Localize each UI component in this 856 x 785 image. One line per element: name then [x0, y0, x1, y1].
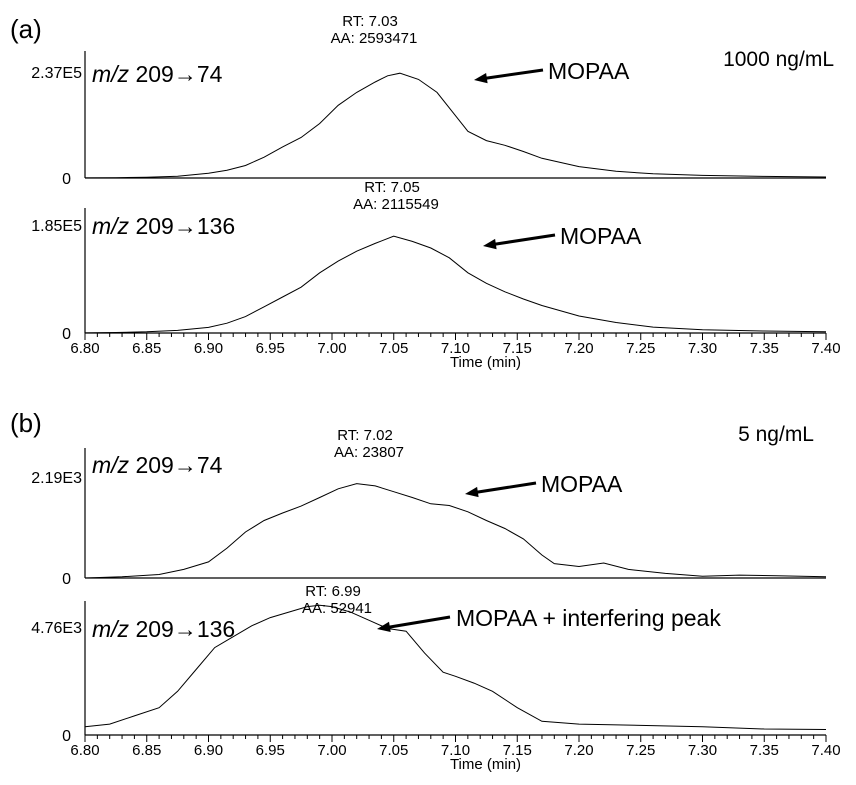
- arrow-shaft: [492, 233, 556, 246]
- x-tick-label: 7.20: [564, 742, 593, 759]
- x-tick-label: 6.80: [70, 742, 99, 759]
- compound-label: MOPAA: [560, 223, 642, 249]
- x-tick-label: 7.25: [626, 742, 655, 759]
- x-tick-label: 6.80: [70, 340, 99, 357]
- aa-label: AA: 52941: [302, 600, 372, 617]
- y-zero-label: 0: [62, 326, 71, 343]
- x-tick-label: 6.85: [132, 742, 161, 759]
- mz-prefix: m/z: [92, 452, 130, 478]
- x-tick-label: 6.85: [132, 340, 161, 357]
- aa-label: AA: 2593471: [331, 30, 418, 47]
- rt-label: RT: 7.03: [342, 13, 398, 30]
- rt-label: RT: 7.05: [364, 179, 420, 196]
- chromatogram-line: [84, 604, 827, 730]
- x-tick-label: 7.40: [811, 340, 840, 357]
- x-tick-label: 6.90: [194, 340, 223, 357]
- y-zero-label: 0: [62, 571, 71, 588]
- arrow-shaft: [483, 68, 544, 80]
- transition-label: m/z 209→136: [92, 213, 235, 239]
- mz-prefix: m/z: [92, 213, 130, 239]
- x-tick-label: 7.10: [441, 340, 470, 357]
- transition-label: m/z 209→74: [92, 452, 223, 478]
- x-tick-label: 7.30: [688, 340, 717, 357]
- arrow-head: [474, 73, 488, 84]
- panel-a-concentration: 1000 ng/mL: [723, 48, 834, 71]
- panel-b-label: (b): [10, 408, 42, 438]
- y-max-label: 4.76E3: [31, 620, 82, 637]
- arrow-shaft: [386, 615, 451, 629]
- arrow-head: [465, 486, 479, 498]
- x-tick-label: 6.90: [194, 742, 223, 759]
- y-zero-label: 0: [62, 728, 71, 745]
- transition-value: 209→74: [129, 452, 223, 478]
- x-tick-label: 7.15: [503, 742, 532, 759]
- transition-label: m/z 209→136: [92, 616, 235, 642]
- x-tick-label: 7.25: [626, 340, 655, 357]
- x-tick-label: 7.00: [317, 340, 346, 357]
- mz-prefix: m/z: [92, 61, 130, 87]
- transition-label: m/z 209→74: [92, 61, 223, 87]
- x-tick-label: 7.35: [750, 742, 779, 759]
- x-axis-label: Time (min): [450, 354, 521, 371]
- x-tick-label: 7.00: [317, 742, 346, 759]
- panel-b-concentration: 5 ng/mL: [738, 423, 814, 446]
- aa-label: AA: 23807: [334, 444, 404, 461]
- panel-a-label: (a): [10, 14, 42, 44]
- transition-value: 209→74: [129, 61, 223, 87]
- chromatogram-a-209-136: 1.85E5 0 m/z 209→136 6.80 6.85 6.90 6.95 7.00 7.…: [31, 179, 840, 371]
- arrow-head: [377, 621, 391, 632]
- compound-label: MOPAA + interfering peak: [456, 605, 721, 631]
- x-tick-label: 6.95: [256, 340, 285, 357]
- x-tick-label: 7.10: [441, 742, 470, 759]
- transition-value: 209→136: [129, 616, 235, 642]
- mz-prefix: m/z: [92, 616, 130, 642]
- y-max-label: 2.37E5: [31, 65, 82, 82]
- arrow-head: [483, 238, 497, 250]
- x-tick-label: 6.95: [256, 742, 285, 759]
- x-tick-label: 7.05: [379, 742, 408, 759]
- x-tick-label: 7.20: [564, 340, 593, 357]
- y-max-label: 2.19E3: [31, 470, 82, 487]
- chromatogram-line: [84, 483, 827, 579]
- y-max-label: 1.85E5: [31, 218, 82, 235]
- chromatogram-b-209-136: 4.76E3 0 m/z 209→136 6.80 6.85 6.90 6.95 7.00 7.…: [31, 583, 840, 773]
- aa-label: AA: 2115549: [353, 196, 439, 213]
- chromatogram-line: [84, 235, 827, 334]
- transition-value: 209→136: [129, 213, 235, 239]
- x-axis-label: Time (min): [450, 756, 521, 773]
- arrow-shaft: [474, 481, 537, 494]
- x-tick-label: 7.30: [688, 742, 717, 759]
- rt-label: RT: 6.99: [305, 583, 361, 600]
- x-tick-label: 7.05: [379, 340, 408, 357]
- compound-label: MOPAA: [541, 471, 623, 497]
- x-tick-label: 7.35: [750, 340, 779, 357]
- compound-label: MOPAA: [548, 58, 630, 84]
- x-tick-label: 7.15: [503, 340, 532, 357]
- y-zero-label: 0: [62, 171, 71, 188]
- chromatogram-line: [84, 72, 827, 179]
- x-tick-label: 7.40: [811, 742, 840, 759]
- rt-label: RT: 7.02: [337, 427, 393, 444]
